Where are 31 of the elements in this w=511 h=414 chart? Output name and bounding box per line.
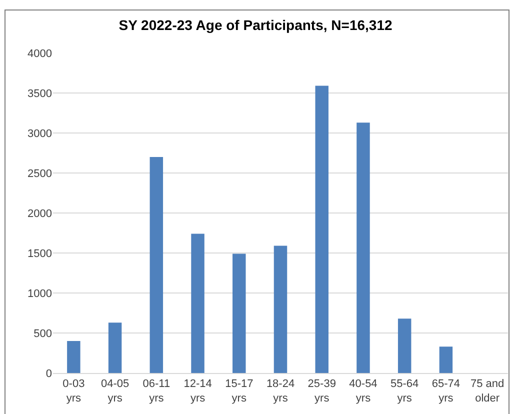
bar — [315, 86, 328, 373]
bar — [191, 234, 204, 373]
y-tick-label: 0 — [46, 368, 52, 380]
bar — [108, 322, 122, 373]
bar — [232, 254, 246, 373]
y-tick-label: 2000 — [28, 208, 52, 220]
bar — [356, 122, 370, 373]
x-tick-label: 04-05 yrs — [100, 378, 130, 404]
y-tick-label: 500 — [34, 328, 52, 340]
bar — [150, 157, 164, 373]
bar — [439, 346, 453, 373]
x-tick-label: 06-11 yrs — [142, 378, 170, 404]
x-tick-label: 65-74 yrs — [432, 378, 460, 404]
x-tick-label: 25-39 yrs — [308, 378, 336, 404]
y-tick-label: 1000 — [28, 288, 52, 300]
y-tick-label: 2500 — [28, 168, 52, 180]
x-tick-label: 12-14 yrs — [184, 378, 212, 404]
x-tick-label: 75 and older — [470, 378, 504, 404]
y-tick-label: 1500 — [28, 248, 52, 260]
y-tick-label: 4000 — [28, 48, 52, 60]
x-tick-label: 18-24 yrs — [266, 378, 295, 404]
chart-title: SY 2022-23 Age of Participants, N=16,312 — [118, 16, 392, 33]
bar — [274, 246, 288, 373]
x-tick-label: 40-54 yrs — [349, 378, 378, 404]
bar — [67, 341, 80, 373]
bar — [398, 318, 412, 373]
x-tick-label: 55-64 yrs — [390, 378, 419, 404]
x-tick-label: 15-17 yrs — [225, 378, 254, 404]
x-tick-label: 0-03 yrs — [62, 378, 85, 404]
y-tick-label: 3000 — [28, 128, 52, 140]
y-tick-label: 3500 — [28, 88, 52, 100]
